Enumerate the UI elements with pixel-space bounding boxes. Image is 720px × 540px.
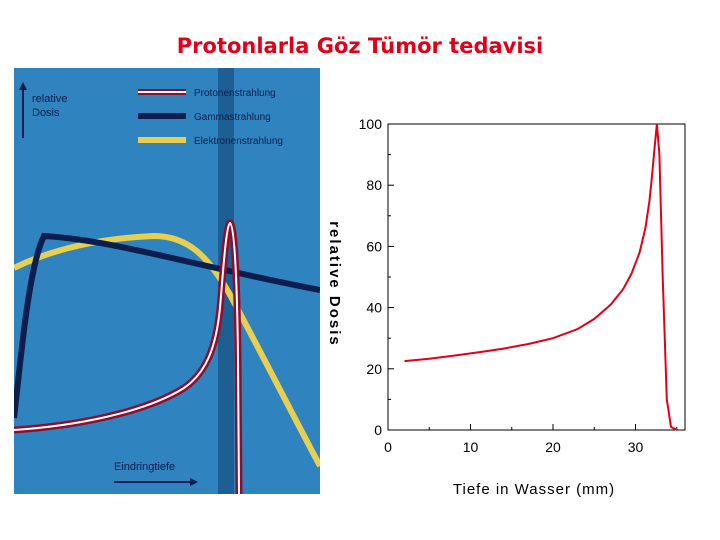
electron-curve xyxy=(14,232,320,468)
x-tick-label: 30 xyxy=(628,439,644,455)
bragg-peak-chart: 0 20 40 60 80 100 0 10 20 30 relative Dosis Tief… xyxy=(326,116,686,498)
y-tick-label: 80 xyxy=(366,177,382,193)
x-axis-arrow xyxy=(114,478,198,486)
plot-frame xyxy=(387,123,686,431)
legend: Protonenstrahlung Gammastrahlung Elektro… xyxy=(138,88,283,147)
legend-label-electron: Elektronenstrahlung xyxy=(194,136,283,147)
x-tick-label: 10 xyxy=(463,439,479,455)
x-ticks: 0 10 20 30 xyxy=(384,424,643,455)
schematic-dose-chart: relative Dosis Protonenstrahlung Gammast… xyxy=(14,68,320,494)
y-axis-arrow xyxy=(19,82,27,138)
x-tick-label: 0 xyxy=(384,439,392,455)
slide-title: Protonlarla Göz Tümör tedavisi xyxy=(176,34,544,58)
y-axis-label-line1: relative xyxy=(32,93,67,105)
y-tick-label: 100 xyxy=(359,116,383,132)
y-tick-label: 20 xyxy=(366,361,382,377)
legend-label-gamma: Gammastrahlung xyxy=(194,112,271,123)
x-axis-label: Eindringtiefe xyxy=(114,461,175,473)
x-axis-title: Tiefe in Wasser (mm) xyxy=(453,481,615,498)
dose-curve xyxy=(404,123,678,431)
y-tick-label: 0 xyxy=(374,422,382,438)
x-tick-label: 20 xyxy=(545,439,561,455)
y-axis-label-line2: Dosis xyxy=(32,107,60,119)
y-ticks: 0 20 40 60 80 100 xyxy=(359,116,394,438)
y-tick-label: 60 xyxy=(366,238,382,254)
target-zone-band xyxy=(218,68,234,494)
y-tick-label: 40 xyxy=(366,300,382,316)
legend-label-proton: Protonenstrahlung xyxy=(194,88,276,99)
y-axis-title: relative Dosis xyxy=(326,221,343,347)
y-axis-label: relative Dosis xyxy=(32,93,71,119)
